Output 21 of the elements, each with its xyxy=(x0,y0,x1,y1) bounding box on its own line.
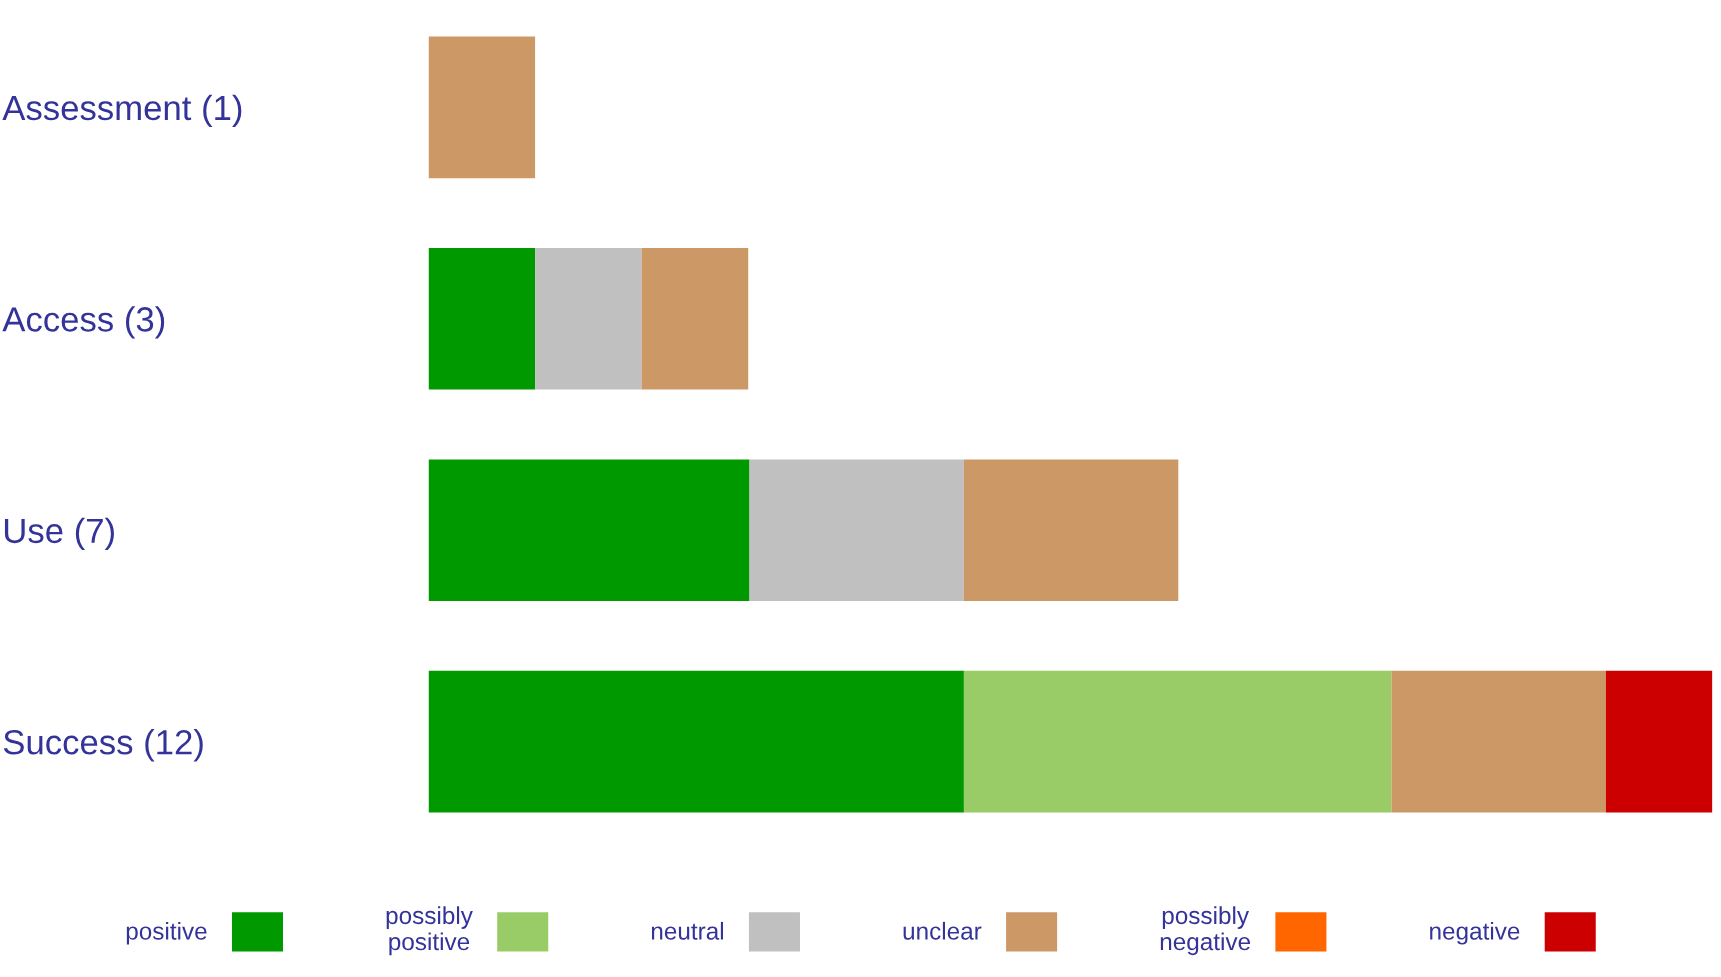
legend-label: neutral xyxy=(651,921,724,940)
bar xyxy=(749,459,964,602)
y-tick-label: Use (7) xyxy=(4,517,114,550)
y-tick-label: Success (12) xyxy=(3,729,203,762)
legend-label: negative xyxy=(1430,921,1520,945)
bar xyxy=(428,670,964,813)
bar xyxy=(428,36,536,179)
legend-label: possibly positive xyxy=(386,906,473,956)
bar xyxy=(641,247,749,390)
y-tick-label: Assessment (1) xyxy=(2,94,242,128)
legend-label: possibly negative xyxy=(1160,906,1251,956)
legend-label: positive xyxy=(126,921,207,945)
bar xyxy=(428,459,750,602)
bar xyxy=(963,459,1179,602)
y-tick-label: Access (3) xyxy=(2,306,165,339)
bar xyxy=(535,247,642,390)
bar xyxy=(428,247,536,390)
bar xyxy=(963,670,1392,813)
bar xyxy=(1605,670,1713,813)
legend-label: unclear xyxy=(903,921,982,940)
bar xyxy=(1391,670,1606,813)
